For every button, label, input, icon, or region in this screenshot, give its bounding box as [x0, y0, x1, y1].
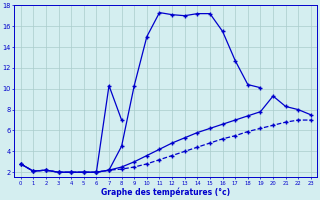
X-axis label: Graphe des températures (°c): Graphe des températures (°c) [101, 188, 230, 197]
